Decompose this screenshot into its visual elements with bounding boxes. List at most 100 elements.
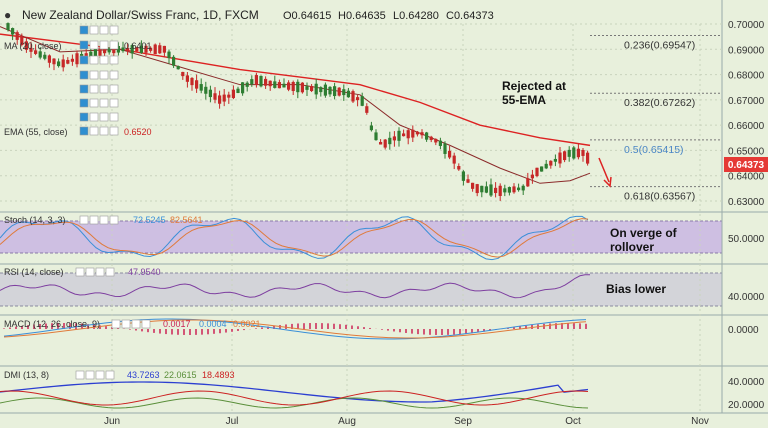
indicator-toggle-icon[interactable] (95, 370, 105, 380)
legend-toggle-icon[interactable] (99, 112, 109, 122)
legend-toggle-icon[interactable] (99, 55, 109, 65)
rsi-axis-40: 40.0000 (728, 292, 765, 303)
candle-body (107, 47, 111, 53)
time-axis-label: Jun (104, 416, 120, 427)
candle-body (494, 187, 498, 194)
candle-body (484, 186, 488, 193)
legend-toggle-icon[interactable] (99, 40, 109, 50)
indicator-toggle-icon[interactable] (105, 370, 115, 380)
indicator-toggle-icon[interactable] (109, 215, 119, 225)
legend-label: MA (20, close) (4, 41, 62, 51)
time-axis-label: Oct (565, 416, 581, 427)
indicator-toggle-icon[interactable] (141, 319, 151, 329)
candle-body (365, 106, 369, 113)
legend-toggle-icon[interactable] (79, 98, 89, 108)
candle-body (34, 50, 38, 54)
stoch-note-line1: On verge of (610, 226, 678, 240)
rsi-value: 47.9540 (128, 267, 161, 277)
candle-body (526, 178, 530, 187)
indicator-toggle-icon[interactable] (79, 215, 89, 225)
time-axis-label: Nov (691, 416, 709, 427)
candle-body (75, 53, 79, 65)
candle-body (567, 149, 571, 157)
candle-body (282, 83, 286, 88)
rejected-note-line2: 55-EMA (502, 93, 546, 107)
stoch-d-line (0, 218, 589, 258)
legend-toggle-icon[interactable] (99, 126, 109, 136)
legend-toggle-icon[interactable] (89, 40, 99, 50)
legend-toggle-icon[interactable] (109, 40, 119, 50)
legend-toggle-icon[interactable] (99, 98, 109, 108)
candle-body (425, 132, 429, 140)
ohlc-open: O0.64615 (283, 10, 331, 22)
indicator-toggle-icon[interactable] (75, 370, 85, 380)
legend-toggle-icon[interactable] (79, 70, 89, 80)
candle-body (264, 78, 268, 86)
legend-toggle-icon[interactable] (79, 84, 89, 94)
candle-body (480, 185, 484, 193)
legend-toggle-icon[interactable] (99, 70, 109, 80)
stoch-k-value: 72.5245 (133, 215, 166, 225)
legend-toggle-icon[interactable] (89, 25, 99, 35)
fib-level-label: 0.5(0.65415) (624, 144, 684, 156)
candle-body (475, 184, 479, 194)
candle-body (300, 82, 304, 93)
candle-body (52, 58, 56, 65)
indicator-toggle-icon[interactable] (121, 319, 131, 329)
indicator-toggle-icon[interactable] (85, 267, 95, 277)
candle-body (84, 53, 88, 59)
candle-body (466, 179, 470, 183)
indicator-toggle-icon[interactable] (89, 215, 99, 225)
macd-line (3, 318, 587, 340)
legend-toggle-icon[interactable] (89, 98, 99, 108)
candle-body (420, 132, 424, 136)
legend-toggle-icon[interactable] (109, 84, 119, 94)
legend-toggle-icon[interactable] (89, 112, 99, 122)
legend-toggle-icon[interactable] (109, 98, 119, 108)
indicator-toggle-icon[interactable] (75, 267, 85, 277)
price-tick-label: 0.69000 (728, 45, 765, 56)
legend-toggle-icon[interactable] (89, 70, 99, 80)
legend-toggle-icon[interactable] (79, 40, 89, 50)
legend-toggle-icon[interactable] (79, 126, 89, 136)
candle-body (530, 174, 534, 179)
macd-axis-0: 0.0000 (728, 325, 759, 336)
legend-toggle-icon[interactable] (99, 25, 109, 35)
rejected-note-line1: Rejected at (502, 79, 566, 93)
legend-toggle-icon[interactable] (89, 55, 99, 65)
candle-body (549, 160, 553, 166)
candle-body (314, 83, 318, 95)
legend-toggle-icon[interactable] (109, 126, 119, 136)
legend-toggle-icon[interactable] (99, 84, 109, 94)
chart-title: New Zealand Dollar/Swiss Franc, 1D, FXCM (22, 8, 259, 22)
indicator-toggle-icon[interactable] (131, 319, 141, 329)
legend-toggle-icon[interactable] (109, 55, 119, 65)
candle-body (135, 47, 139, 52)
indicator-toggle-icon[interactable] (99, 215, 109, 225)
legend-toggle-icon[interactable] (79, 112, 89, 122)
legend-toggle-icon[interactable] (109, 25, 119, 35)
price-tick-label: 0.64000 (728, 172, 765, 183)
candle-body (517, 187, 521, 191)
legend-toggle-icon[interactable] (89, 84, 99, 94)
candle-body (287, 82, 291, 90)
candle-body (448, 150, 452, 158)
candle-body (204, 86, 208, 94)
legend-toggle-icon[interactable] (109, 112, 119, 122)
legend-value: 0.6520 (124, 127, 152, 137)
legend-toggle-icon[interactable] (109, 70, 119, 80)
indicator-toggle-icon[interactable] (111, 319, 121, 329)
candle-body (259, 75, 263, 87)
candle-body (415, 131, 419, 135)
indicator-toggle-icon[interactable] (105, 267, 115, 277)
candle-body (126, 47, 130, 51)
indicator-toggle-icon[interactable] (95, 267, 105, 277)
legend-toggle-icon[interactable] (79, 55, 89, 65)
candle-body (144, 45, 148, 53)
legend-toggle-icon[interactable] (79, 25, 89, 35)
down-arrow (598, 157, 610, 183)
legend-toggle-icon[interactable] (89, 126, 99, 136)
fib-level-label: 0.382(0.67262) (624, 97, 695, 109)
indicator-toggle-icon[interactable] (85, 370, 95, 380)
